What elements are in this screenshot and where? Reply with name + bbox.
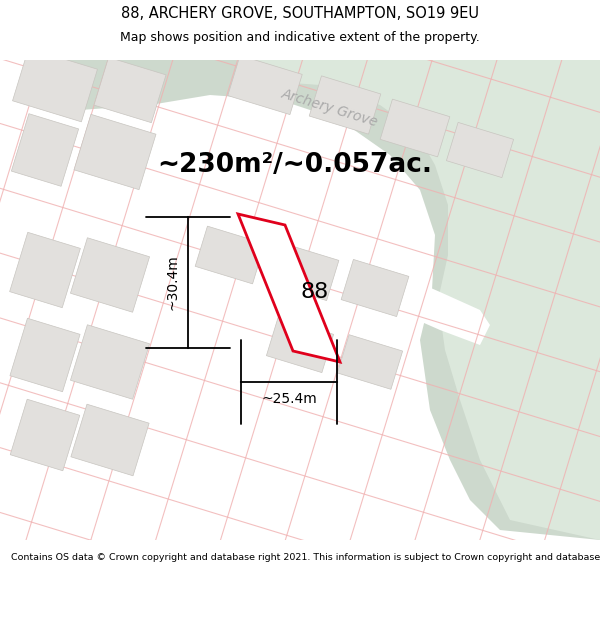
Bar: [11, 114, 79, 186]
Bar: [341, 259, 409, 316]
Polygon shape: [0, 195, 130, 250]
Bar: [74, 114, 156, 189]
Bar: [266, 318, 334, 372]
Bar: [70, 325, 149, 399]
Bar: [380, 99, 450, 157]
Bar: [10, 232, 80, 308]
Text: Map shows position and indicative extent of the property.: Map shows position and indicative extent…: [120, 31, 480, 44]
Text: ~30.4m: ~30.4m: [165, 254, 179, 311]
Bar: [71, 404, 149, 476]
Text: Contains OS data © Crown copyright and database right 2021. This information is : Contains OS data © Crown copyright and d…: [11, 554, 600, 562]
Polygon shape: [0, 5, 600, 540]
Text: Archery Grove: Archery Grove: [280, 87, 380, 129]
Bar: [94, 58, 166, 122]
Bar: [10, 399, 80, 471]
Text: 88, ARCHERY GROVE, SOUTHAMPTON, SO19 9EU: 88, ARCHERY GROVE, SOUTHAMPTON, SO19 9EU: [121, 6, 479, 21]
Bar: [228, 56, 302, 114]
Bar: [10, 318, 80, 392]
Text: ~230m²/~0.057ac.: ~230m²/~0.057ac.: [157, 152, 433, 178]
Polygon shape: [238, 214, 340, 362]
Bar: [195, 226, 265, 284]
Polygon shape: [200, 5, 600, 540]
Bar: [70, 238, 149, 312]
Bar: [337, 334, 403, 389]
Bar: [446, 122, 514, 177]
Polygon shape: [0, 180, 490, 345]
Text: 88: 88: [301, 282, 329, 302]
Text: ~25.4m: ~25.4m: [261, 392, 317, 406]
Bar: [309, 76, 381, 134]
Bar: [271, 244, 339, 301]
Bar: [13, 48, 97, 122]
